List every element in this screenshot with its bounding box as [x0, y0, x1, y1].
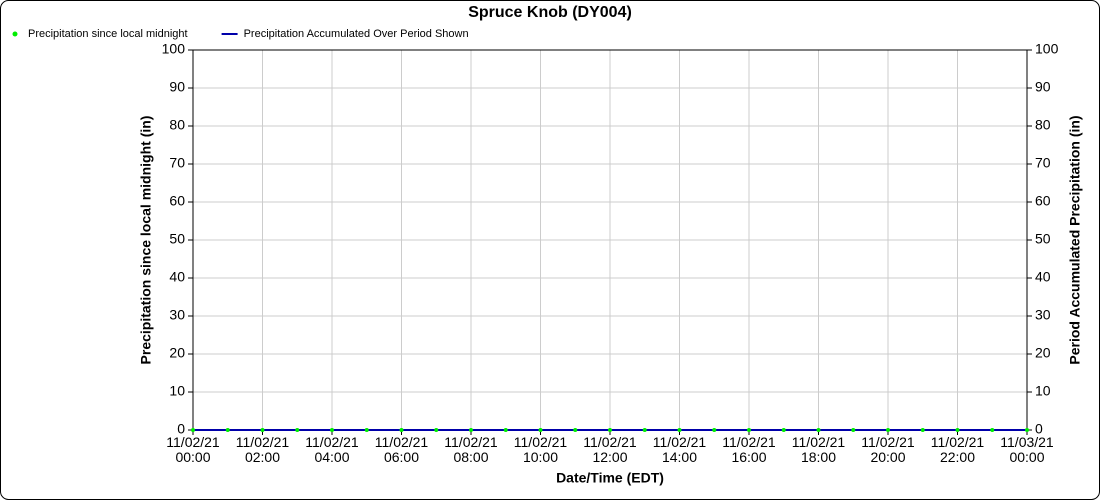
y2-tick-label: 20	[1035, 345, 1051, 361]
data-point	[434, 428, 439, 432]
y-tick-label: 40	[169, 269, 185, 285]
y-tick-label: 70	[169, 155, 185, 171]
y-tick-label: 20	[169, 345, 185, 361]
data-point	[955, 428, 960, 432]
legend-marker	[12, 31, 18, 37]
y-tick-label: 100	[162, 41, 186, 57]
data-point	[920, 428, 925, 432]
y2-tick-label: 0	[1035, 421, 1043, 437]
data-point	[712, 428, 717, 432]
x-tick-label: 11/02/21 02:00	[236, 434, 290, 465]
x-axis-title: Date/Time (EDT)	[556, 470, 664, 486]
x-tick-label: 11/02/21 00:00	[166, 434, 220, 465]
y2-tick-label: 80	[1035, 117, 1051, 133]
data-point	[1025, 428, 1029, 432]
y2-tick-label: 50	[1035, 231, 1051, 247]
data-point	[503, 428, 508, 432]
data-point	[816, 428, 821, 432]
data-point	[260, 428, 265, 432]
data-point	[642, 428, 647, 432]
y-tick-label: 60	[169, 193, 185, 209]
x-tick-label: 11/02/21 06:00	[375, 434, 429, 465]
y2-tick-label: 70	[1035, 155, 1051, 171]
x-tick-label: 11/02/21 18:00	[792, 434, 846, 465]
y2-tick-label: 90	[1035, 79, 1051, 95]
y-tick-label: 90	[169, 79, 185, 95]
y2-tick-label: 40	[1035, 269, 1051, 285]
y-tick-label: 80	[169, 117, 185, 133]
y-tick-label: 50	[169, 231, 185, 247]
data-point	[191, 428, 195, 432]
y-tick-label: 10	[169, 383, 185, 399]
x-tick-label: 11/02/21 04:00	[305, 434, 359, 465]
data-point	[538, 428, 543, 432]
data-point	[225, 428, 230, 432]
data-point	[677, 428, 682, 432]
x-tick-label: 11/02/21 08:00	[444, 434, 498, 465]
data-point	[608, 428, 612, 432]
data-point	[469, 428, 473, 432]
x-tick-label: 11/03/21 00:00	[1000, 434, 1054, 465]
y2-tick-label: 10	[1035, 383, 1051, 399]
x-tick-label: 11/02/21 12:00	[583, 434, 637, 465]
y-tick-label: 0	[177, 421, 185, 437]
x-tick-label: 11/02/21 16:00	[722, 434, 776, 465]
x-tick-label: 11/02/21 10:00	[514, 434, 568, 465]
x-tick-label: 11/02/21 20:00	[861, 434, 915, 465]
x-tick-label: 11/02/21 14:00	[653, 434, 707, 465]
y-axis-title: Precipitation since local midnight (in)	[138, 116, 154, 365]
data-point	[295, 428, 300, 432]
legend-label: Precipitation Accumulated Over Period Sh…	[244, 28, 469, 40]
y2-axis-title: Period Accumulated Precipitation (in)	[1067, 115, 1083, 364]
data-point	[851, 428, 856, 432]
legend-label: Precipitation since local midnight	[28, 28, 188, 40]
x-tick-label: 11/02/21 22:00	[931, 434, 985, 465]
data-point	[781, 428, 786, 432]
chart-title: Spruce Knob (DY004)	[468, 4, 632, 21]
data-point	[399, 428, 404, 432]
y2-tick-label: 60	[1035, 193, 1051, 209]
data-point	[364, 428, 369, 432]
y-tick-label: 30	[169, 307, 185, 323]
data-point	[330, 428, 334, 432]
data-point	[747, 428, 751, 432]
data-point	[573, 428, 578, 432]
data-point	[886, 428, 890, 432]
y2-tick-label: 100	[1035, 41, 1059, 57]
y2-tick-label: 30	[1035, 307, 1051, 323]
data-point	[990, 428, 995, 432]
